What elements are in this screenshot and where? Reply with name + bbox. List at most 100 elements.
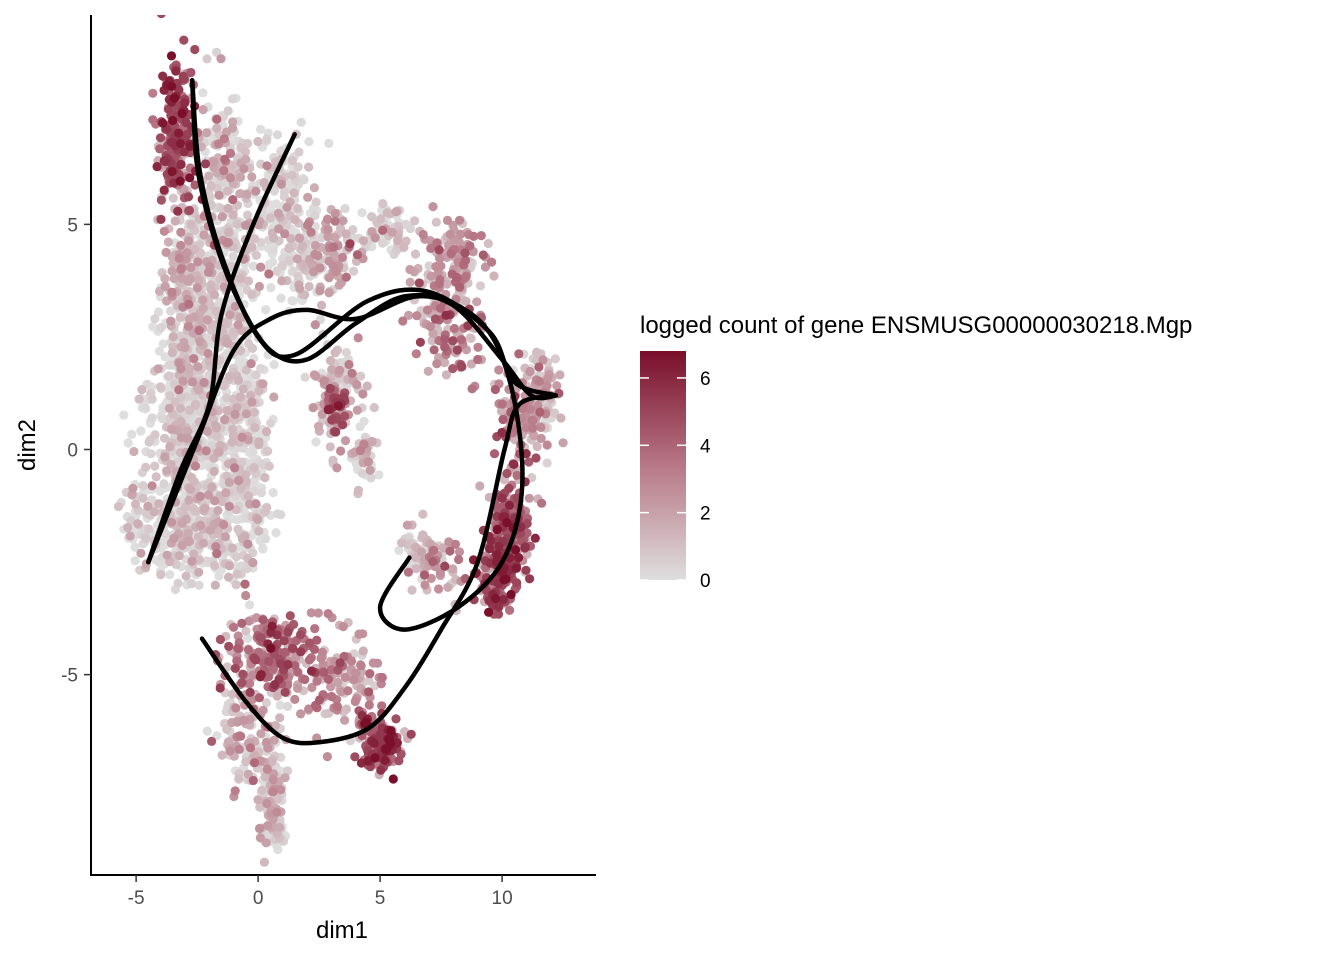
data-point <box>260 534 271 544</box>
x-tick-label: 5 <box>375 888 386 909</box>
data-point <box>179 35 189 45</box>
data-point <box>420 580 430 590</box>
data-point <box>186 67 196 78</box>
data-point <box>169 93 179 103</box>
data-point <box>207 736 217 747</box>
data-point <box>183 528 193 538</box>
data-point <box>183 192 194 202</box>
data-point <box>348 225 358 235</box>
data-point <box>377 672 387 683</box>
data-point <box>442 279 452 289</box>
data-point <box>367 212 377 222</box>
data-point <box>245 743 256 753</box>
data-point <box>306 666 317 676</box>
data-point <box>220 415 230 425</box>
data-point <box>393 235 403 246</box>
data-point <box>230 409 240 419</box>
data-point <box>127 429 137 439</box>
data-point <box>520 542 530 552</box>
data-point <box>449 323 459 334</box>
data-point <box>524 457 534 467</box>
data-point <box>267 757 277 767</box>
data-point <box>158 339 168 349</box>
data-point <box>243 633 253 643</box>
data-point <box>154 307 164 317</box>
data-point <box>326 682 336 692</box>
data-point <box>380 755 390 766</box>
data-point <box>263 446 273 456</box>
data-point <box>167 348 177 358</box>
data-point <box>176 264 186 274</box>
data-point <box>239 715 249 726</box>
data-point <box>332 463 342 473</box>
data-point <box>277 276 287 286</box>
data-point <box>171 66 181 76</box>
data-point <box>223 203 233 213</box>
data-point <box>256 124 266 134</box>
data-point <box>304 281 314 292</box>
data-point <box>506 589 516 600</box>
data-point <box>203 490 214 500</box>
data-point <box>411 564 421 574</box>
data-point <box>487 257 497 267</box>
data-point <box>209 157 219 167</box>
data-point <box>241 409 252 419</box>
legend-tick-label: 2 <box>700 504 711 525</box>
data-point <box>357 208 367 218</box>
data-point <box>225 371 235 381</box>
data-point <box>240 220 251 230</box>
data-point <box>414 278 424 288</box>
data-point <box>243 210 253 220</box>
data-point <box>311 197 321 207</box>
data-point <box>344 359 354 370</box>
data-point <box>238 669 248 679</box>
data-point <box>270 721 280 731</box>
data-point <box>329 250 339 260</box>
data-point <box>335 365 345 375</box>
data-point <box>205 356 215 366</box>
data-point <box>338 420 348 430</box>
data-point <box>480 262 490 272</box>
data-point <box>362 381 372 391</box>
data-point <box>232 515 242 525</box>
data-point <box>184 236 194 246</box>
data-point <box>358 236 368 246</box>
data-point <box>350 752 360 762</box>
data-point <box>411 349 421 359</box>
data-point <box>367 436 377 447</box>
data-point <box>227 689 238 699</box>
data-point <box>249 463 259 473</box>
data-point <box>360 719 370 729</box>
data-point <box>242 189 252 199</box>
data-point <box>410 249 421 259</box>
data-point <box>164 371 174 381</box>
data-point <box>428 557 438 567</box>
data-point <box>248 775 258 786</box>
data-point <box>254 526 264 536</box>
data-point <box>364 676 374 686</box>
data-point <box>372 658 383 668</box>
data-point <box>324 138 334 148</box>
data-point <box>161 247 171 257</box>
data-point <box>359 416 369 426</box>
data-point <box>484 544 495 554</box>
data-point <box>189 354 199 364</box>
data-point <box>225 310 235 320</box>
data-point <box>356 371 366 381</box>
data-point <box>326 665 336 675</box>
data-point <box>249 476 259 486</box>
data-point <box>174 253 184 263</box>
data-point <box>336 446 346 456</box>
data-point <box>169 533 179 544</box>
data-point <box>306 227 316 237</box>
data-point <box>528 415 538 425</box>
data-point <box>177 518 187 528</box>
data-point <box>268 245 278 255</box>
data-point <box>228 251 238 261</box>
data-point <box>466 333 476 343</box>
data-point <box>275 713 285 723</box>
data-point <box>240 531 250 541</box>
data-point <box>262 502 272 513</box>
data-point <box>435 303 446 313</box>
data-point <box>338 622 348 632</box>
